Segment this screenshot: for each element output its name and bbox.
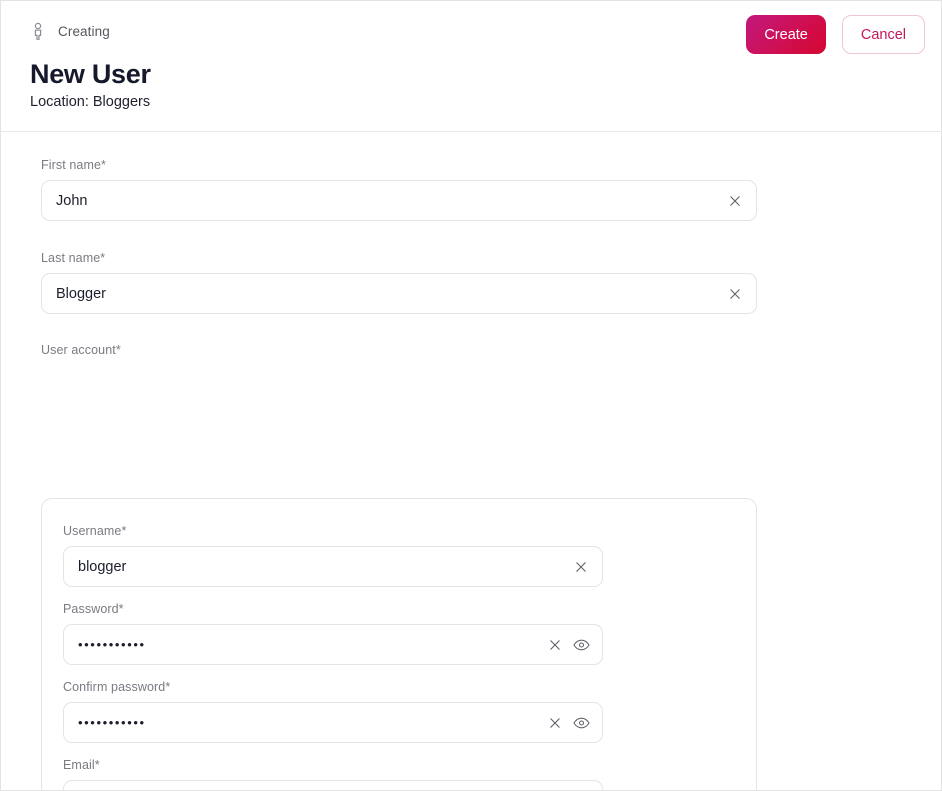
- first-name-value: John: [56, 192, 88, 209]
- first-name-field: First name* John: [41, 158, 757, 221]
- close-icon[interactable]: [724, 190, 746, 212]
- password-label: Password*: [63, 602, 124, 616]
- username-value: blogger: [78, 558, 127, 575]
- email-label: Email*: [63, 758, 100, 772]
- breadcrumb-label: Creating: [58, 23, 110, 39]
- password-input[interactable]: •••••••••••: [63, 624, 603, 665]
- username-input[interactable]: blogger: [63, 546, 603, 587]
- close-icon[interactable]: [544, 634, 566, 656]
- close-icon[interactable]: [570, 556, 592, 578]
- confirm-password-input[interactable]: •••••••••••: [63, 702, 603, 743]
- confirm-password-value: •••••••••••: [78, 715, 146, 730]
- last-name-value: Blogger: [56, 285, 106, 302]
- user-account-label: User account*: [41, 343, 121, 357]
- close-icon[interactable]: [724, 283, 746, 305]
- create-button[interactable]: Create: [746, 15, 826, 54]
- header-actions: Create Cancel: [746, 15, 925, 54]
- eye-icon[interactable]: [570, 712, 592, 734]
- user-icon: [30, 22, 46, 40]
- last-name-field: Last name* Blogger: [41, 251, 757, 314]
- email-input[interactable]: j.blogger@bloggerheaven.com: [63, 780, 603, 790]
- confirm-password-label: Confirm password*: [63, 680, 171, 694]
- password-field: Password* •••••••••••: [63, 602, 603, 665]
- page-subtitle: Location: Bloggers: [30, 94, 151, 110]
- cancel-button[interactable]: Cancel: [841, 15, 925, 54]
- breadcrumb: Creating: [30, 22, 110, 40]
- username-field: Username* blogger: [63, 524, 603, 587]
- confirm-password-field: Confirm password* •••••••••••: [63, 680, 603, 743]
- page-header: Creating New User Location: Bloggers Cre…: [1, 1, 941, 132]
- username-label: Username*: [63, 524, 127, 538]
- user-account-card: Username* blogger Password* •••••••••••: [41, 498, 757, 790]
- first-name-label: First name*: [41, 158, 107, 172]
- close-icon[interactable]: [544, 712, 566, 734]
- first-name-input[interactable]: John: [41, 180, 757, 221]
- eye-icon[interactable]: [570, 634, 592, 656]
- email-field: Email* j.blogger@bloggerheaven.com: [63, 758, 603, 790]
- password-value: •••••••••••: [78, 637, 146, 652]
- page-title: New User: [30, 59, 151, 89]
- last-name-input[interactable]: Blogger: [41, 273, 757, 314]
- last-name-label: Last name*: [41, 251, 106, 265]
- form-body: First name* John Last name* Blogger: [1, 132, 941, 790]
